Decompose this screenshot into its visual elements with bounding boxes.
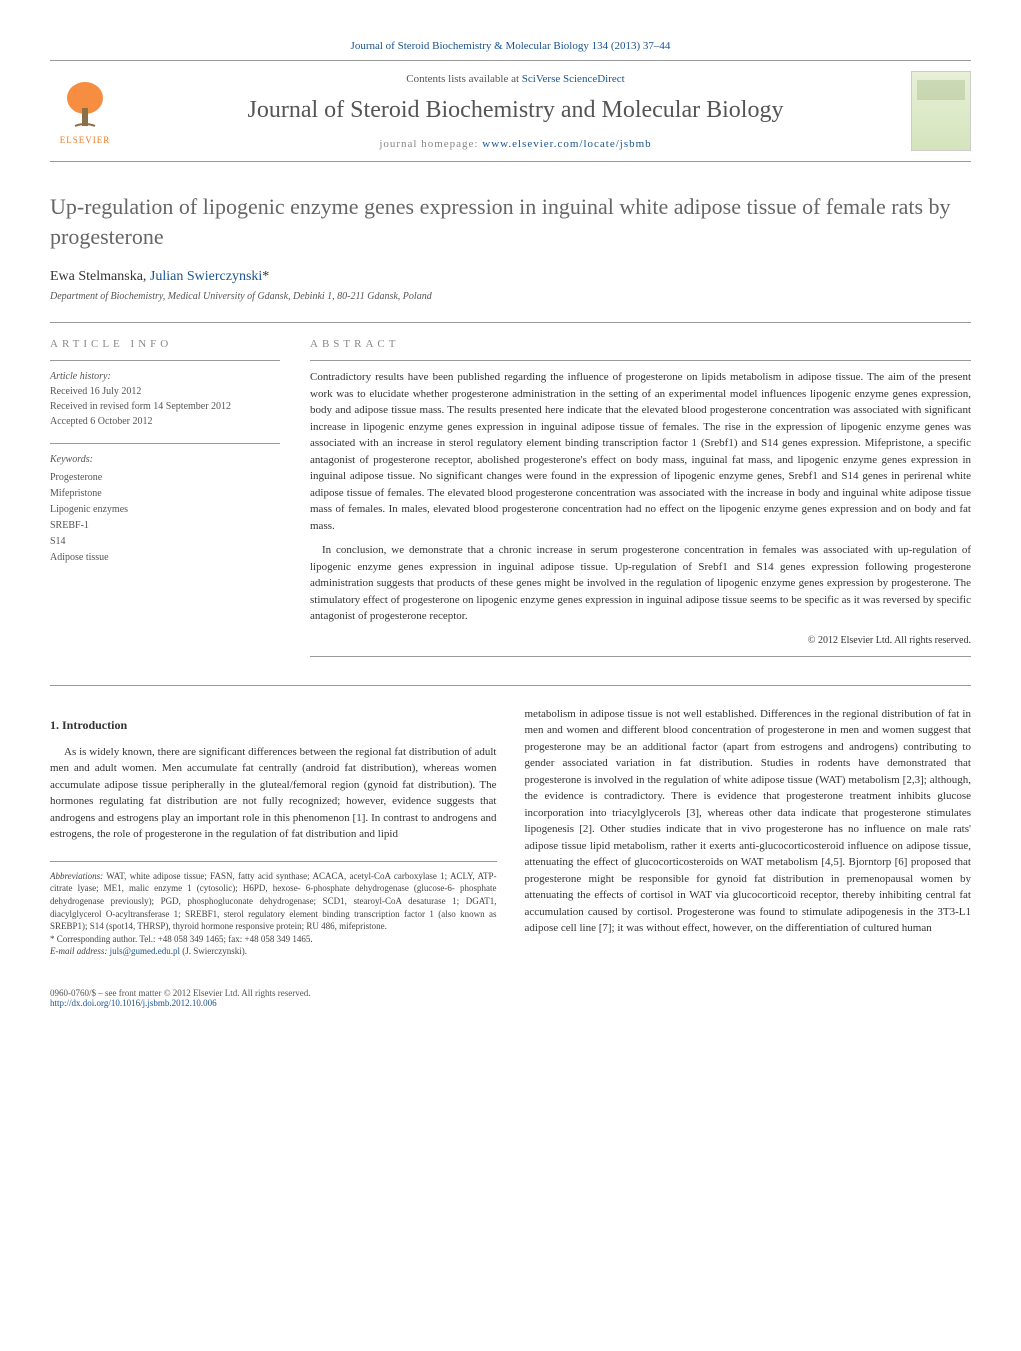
history-label: Article history: — [50, 371, 111, 382]
abstract-p1: Contradictory results have been publishe… — [310, 369, 971, 534]
abstract-text: Contradictory results have been publishe… — [310, 369, 971, 648]
keyword: Mifepristone — [50, 488, 102, 499]
doi-link[interactable]: http://dx.doi.org/10.1016/j.jsbmb.2012.1… — [50, 998, 217, 1008]
page-footer: 0960-0760/$ – see front matter © 2012 El… — [50, 982, 971, 1008]
revised-date: Received in revised form 14 September 20… — [50, 401, 231, 412]
received-date: Received 16 July 2012 — [50, 386, 141, 397]
abbrev-text: WAT, white adipose tissue; FASN, fatty a… — [50, 871, 497, 931]
journal-reference: Journal of Steroid Biochemistry & Molecu… — [50, 40, 971, 52]
keyword: S14 — [50, 536, 66, 547]
accepted-date: Accepted 6 October 2012 — [50, 416, 152, 427]
email-line: E-mail address: juls@gumed.edu.pl (J. Sw… — [50, 945, 497, 958]
homepage-label: journal homepage: — [379, 138, 478, 150]
author-1: Ewa Stelmanska, — [50, 269, 150, 284]
footer-left: 0960-0760/$ – see front matter © 2012 El… — [50, 988, 311, 1008]
elsevier-logo: ELSEVIER — [50, 71, 120, 151]
intro-paragraph-left: As is widely known, there are significan… — [50, 744, 497, 843]
email-label: E-mail address: — [50, 946, 107, 956]
abbrev-label: Abbreviations: — [50, 871, 103, 881]
divider — [50, 360, 280, 361]
email-who: (J. Swierczynski). — [180, 946, 247, 956]
homepage-line: journal homepage: www.elsevier.com/locat… — [135, 138, 896, 150]
abstract-heading: ABSTRACT — [310, 338, 971, 350]
intro-paragraph-right: metabolism in adipose tissue is not well… — [525, 706, 972, 937]
abbreviations: Abbreviations: WAT, white adipose tissue… — [50, 870, 497, 933]
divider — [310, 360, 971, 361]
affiliation: Department of Biochemistry, Medical Univ… — [50, 291, 971, 302]
corresponding-author-note: * Corresponding author. Tel.: +48 058 34… — [50, 933, 497, 946]
elsevier-tree-icon — [60, 78, 110, 133]
elsevier-text: ELSEVIER — [60, 135, 111, 145]
journal-ref-link[interactable]: Journal of Steroid Biochemistry & Molecu… — [351, 40, 671, 52]
keywords-label: Keywords: — [50, 452, 280, 468]
introduction-heading: 1. Introduction — [50, 716, 497, 734]
keyword: Adipose tissue — [50, 552, 109, 563]
authors: Ewa Stelmanska, Julian Swierczynski* — [50, 269, 971, 285]
abstract-copyright: © 2012 Elsevier Ltd. All rights reserved… — [310, 633, 971, 648]
masthead: ELSEVIER Contents lists available at Sci… — [50, 60, 971, 162]
sciencedirect-link[interactable]: SciVerse ScienceDirect — [522, 73, 625, 85]
email-link[interactable]: juls@gumed.edu.pl — [110, 946, 180, 956]
info-abstract-row: ARTICLE INFO Article history: Received 1… — [50, 322, 971, 665]
masthead-center: Contents lists available at SciVerse Sci… — [120, 73, 911, 150]
abstract-p2: In conclusion, we demonstrate that a chr… — [310, 542, 971, 625]
author-corresponding[interactable]: Julian Swierczynski — [150, 269, 262, 284]
article-info-col: ARTICLE INFO Article history: Received 1… — [50, 338, 280, 665]
journal-cover-thumb — [911, 71, 971, 151]
keyword: SREBF-1 — [50, 520, 89, 531]
divider — [50, 443, 280, 444]
homepage-link[interactable]: www.elsevier.com/locate/jsbmb — [482, 138, 651, 150]
divider — [310, 656, 971, 657]
contents-line: Contents lists available at SciVerse Sci… — [135, 73, 896, 85]
keyword: Lipogenic enzymes — [50, 504, 128, 515]
article-history: Article history: Received 16 July 2012 R… — [50, 369, 280, 429]
contents-label: Contents lists available at — [406, 73, 519, 85]
body-columns: 1. Introduction As is widely known, ther… — [50, 706, 971, 958]
corr-marker: * — [262, 269, 269, 284]
divider — [50, 685, 971, 686]
abstract-col: ABSTRACT Contradictory results have been… — [310, 338, 971, 665]
keyword: Progesterone — [50, 472, 102, 483]
body-section: 1. Introduction As is widely known, ther… — [50, 706, 971, 958]
journal-title: Journal of Steroid Biochemistry and Mole… — [135, 97, 896, 124]
footnotes: Abbreviations: WAT, white adipose tissue… — [50, 861, 497, 958]
article-title: Up-regulation of lipogenic enzyme genes … — [50, 192, 971, 251]
issn-line: 0960-0760/$ – see front matter © 2012 El… — [50, 988, 311, 998]
keywords-block: Keywords: Progesterone Mifepristone Lipo… — [50, 452, 280, 566]
article-info-heading: ARTICLE INFO — [50, 338, 280, 350]
